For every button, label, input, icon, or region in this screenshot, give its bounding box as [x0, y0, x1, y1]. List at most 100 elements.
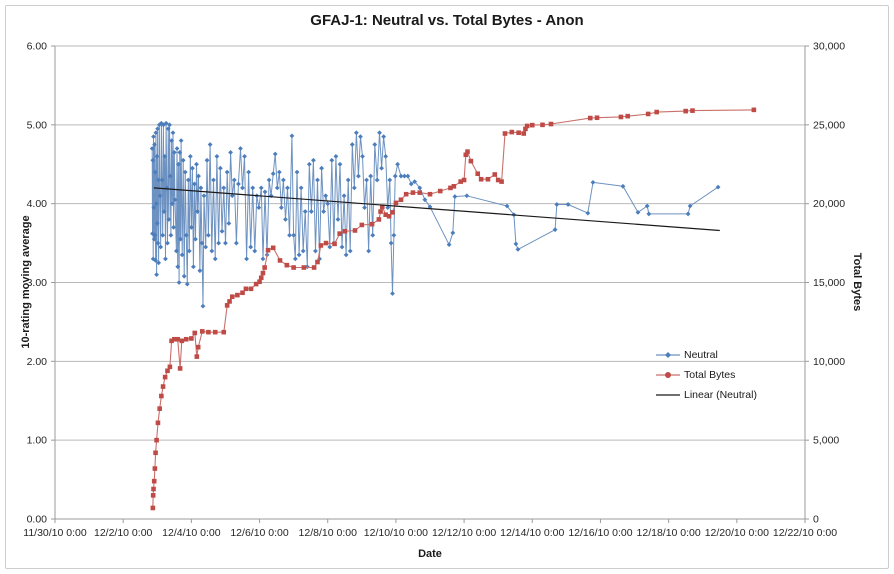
neutral-point: [300, 248, 306, 254]
neutral-point: [283, 217, 288, 222]
total-bytes-point: [376, 217, 382, 222]
neutral-point: [347, 248, 353, 254]
neutral-point: [244, 256, 249, 262]
neutral-point: [281, 177, 286, 183]
neutral-point: [156, 122, 162, 128]
total-bytes-point: [291, 265, 296, 270]
y-left-tick-label: 5.00: [27, 119, 48, 131]
neutral-point: [345, 177, 351, 183]
neutral-point: [351, 185, 357, 191]
x-tick-label: 12/4/10 0:00: [162, 527, 221, 539]
neutral-point: [165, 126, 171, 132]
y-right-tick-label: 5,000: [813, 435, 839, 447]
neutral-point: [151, 205, 157, 211]
total-bytes-point: [654, 109, 660, 115]
total-bytes-point: [524, 123, 530, 129]
x-tick-label: 12/2/10 0:00: [94, 527, 153, 539]
total-bytes-point: [154, 437, 159, 443]
total-bytes-point: [150, 505, 156, 511]
neutral-point: [715, 184, 721, 190]
neutral-point: [176, 280, 182, 285]
neutral-point: [374, 177, 380, 183]
neutral-point: [308, 209, 314, 214]
neutral-point: [292, 256, 298, 262]
neutral-point: [154, 220, 160, 226]
total-bytes-point: [258, 275, 264, 281]
neutral-point: [349, 142, 355, 147]
neutral-point: [168, 232, 174, 238]
neutral-point: [195, 209, 200, 214]
neutral-point: [209, 248, 215, 254]
neutral-point: [408, 181, 414, 187]
total-bytes-point: [152, 466, 158, 471]
neutral-point: [343, 252, 349, 258]
neutral-point: [294, 169, 300, 175]
total-bytes-point: [165, 368, 170, 374]
neutral-point: [236, 181, 241, 187]
neutral-point: [187, 153, 193, 159]
neutral-point: [687, 203, 693, 209]
neutral-point: [155, 126, 161, 132]
neutral-point: [272, 151, 278, 157]
neutral-point: [287, 232, 292, 238]
neutral-point: [155, 240, 161, 246]
neutral-point: [172, 197, 178, 203]
x-tick-label: 12/20/10 0:00: [705, 527, 769, 539]
neutral-point: [585, 210, 591, 216]
neutral-point: [289, 133, 295, 139]
neutral-point: [181, 273, 187, 279]
total-bytes-point: [153, 450, 158, 456]
neutral-point: [381, 134, 387, 140]
neutral-point: [268, 193, 274, 199]
neutral-point: [274, 185, 280, 191]
neutral-point: [298, 185, 304, 191]
neutral-point: [180, 157, 186, 163]
neutral-point: [452, 194, 458, 199]
total-bytes-series-icon: [656, 372, 680, 378]
neutral-point: [179, 252, 185, 258]
neutral-point: [356, 173, 361, 179]
total-bytes-point: [175, 336, 181, 342]
neutral-point: [199, 240, 205, 246]
x-tick-label: 11/30/10 0:00: [23, 527, 87, 539]
total-bytes-point: [235, 292, 240, 298]
neutral-point: [590, 179, 596, 185]
total-bytes-point: [690, 108, 695, 113]
neutral-point: [154, 153, 160, 159]
neutral-point: [221, 185, 227, 191]
total-bytes-point: [199, 329, 205, 334]
total-bytes-point: [253, 281, 259, 287]
neutral-point: [228, 150, 233, 155]
total-bytes-point: [379, 204, 385, 210]
neutral-point: [152, 142, 157, 147]
axes: 6.00 5.00 4.00 3.00 2.00 1.00 0.00 30,000 25,000…: [23, 41, 845, 540]
total-bytes-point: [265, 247, 271, 253]
neutral-point: [150, 157, 156, 163]
neutral-point: [160, 232, 166, 238]
neutral-point: [296, 252, 302, 258]
neutral-point: [390, 291, 395, 296]
total-bytes-point: [378, 209, 383, 214]
neutral-point: [164, 185, 170, 191]
x-tick-label: 12/14/10 0:00: [500, 527, 564, 539]
neutral-point: [153, 258, 158, 263]
neutral-point: [395, 161, 401, 167]
total-bytes-point: [465, 149, 470, 154]
neutral-point: [398, 173, 404, 179]
neutral-point: [177, 150, 183, 155]
total-bytes-point: [160, 384, 166, 389]
total-bytes-point: [451, 184, 457, 189]
x-tick-label: 12/6/10 0:00: [230, 527, 289, 539]
neutral-point: [262, 189, 268, 195]
neutral-point: [196, 173, 201, 179]
neutral-point: [412, 179, 418, 184]
y-left-tick-label: 2.00: [27, 356, 48, 368]
neutral-point: [391, 232, 397, 238]
y-right-tick-label: 0: [813, 514, 819, 526]
total-bytes-point: [262, 265, 267, 270]
neutral-point: [388, 240, 394, 246]
trend-line: [153, 187, 720, 232]
neutral-point: [383, 153, 389, 159]
neutral-point: [153, 130, 159, 136]
total-bytes-point: [492, 172, 498, 177]
